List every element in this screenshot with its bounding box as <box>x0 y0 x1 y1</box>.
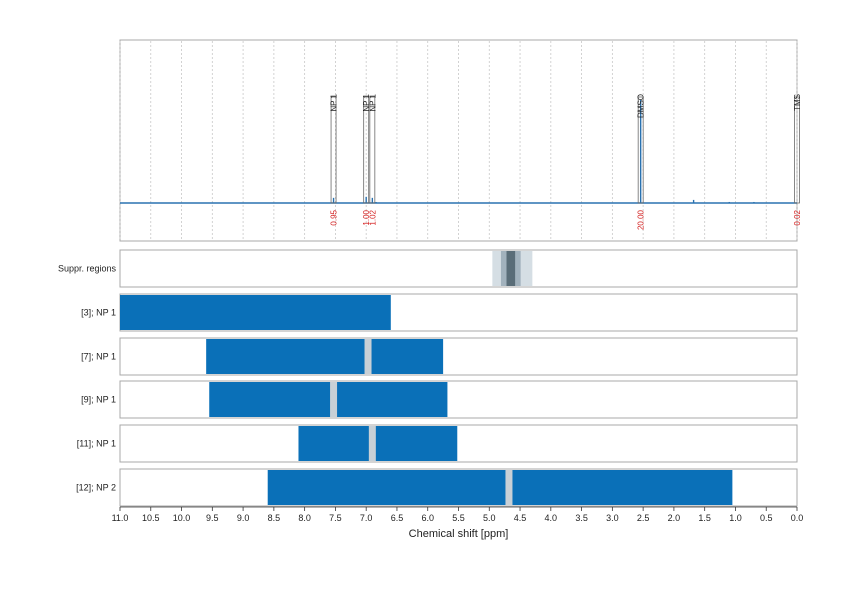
peak-marker-box <box>363 96 370 204</box>
x-tick-label: 0.5 <box>760 513 773 523</box>
x-tick-label: 11.0 <box>112 513 129 523</box>
peak-marker-box <box>369 96 376 204</box>
region-bar <box>120 295 391 330</box>
x-tick-label: 8.0 <box>298 513 311 523</box>
spectrum-panel: NP 1 0.95 NP 1 1.00 NP 1 1.02 DMSO 20.00 TMS 0.02 <box>119 39 802 242</box>
x-tick-label: 4.5 <box>514 513 527 523</box>
x-axis-label: Chemical shift [ppm] <box>409 528 509 540</box>
peak-label: DMSO <box>637 94 646 118</box>
x-tick-label: 7.0 <box>360 513 373 523</box>
x-axis: 11.0 10.5 10.0 9.5 9.0 8.5 8.0 7.5 7.0 6.5 6.0 5.5 5… <box>112 506 804 540</box>
x-tick-label: 3.0 <box>606 513 619 523</box>
x-tick-label: 5.0 <box>483 513 496 523</box>
region-bar <box>209 382 448 417</box>
integral-label: 0.02 <box>793 209 802 225</box>
x-tick-label: 5.5 <box>452 513 465 523</box>
peak-marker-box <box>330 96 337 204</box>
suppression-row-label: Suppr. regions <box>58 264 117 274</box>
peak-marker-box <box>794 96 800 204</box>
x-tick-label: 7.5 <box>329 513 342 523</box>
x-tick-label: 9.0 <box>237 513 250 523</box>
region-row-label: [7]; NP 1 <box>81 352 116 362</box>
integral-label: 1.02 <box>368 209 377 225</box>
region-gap <box>505 470 513 505</box>
region-row-label: [12]; NP 2 <box>76 483 116 493</box>
peak-label: NP 1 <box>330 93 339 111</box>
x-tick-label: 2.5 <box>637 513 650 523</box>
x-tick-label: 10.0 <box>173 513 191 523</box>
x-tick-label: 3.5 <box>575 513 588 523</box>
x-tick-label: 8.5 <box>268 513 281 523</box>
region-gap <box>330 382 338 417</box>
x-tick-label: 1.0 <box>729 513 742 523</box>
region-row-label: [11]; NP 1 <box>77 439 116 449</box>
suppression-row-frame <box>119 249 798 288</box>
peak-label: NP 1 <box>368 93 377 111</box>
suppression-inner-band <box>506 251 516 286</box>
region-row-label: [3]; NP 1 <box>81 308 116 318</box>
region-bar <box>298 426 458 461</box>
integral-label: 20.00 <box>637 209 646 230</box>
region-bar <box>267 470 733 505</box>
x-tick-label: 6.5 <box>391 513 404 523</box>
x-tick-label: 6.0 <box>421 513 434 523</box>
peak-label: NP 1 <box>362 93 371 111</box>
peak-marker-box <box>637 96 644 204</box>
x-tick-label: 2.0 <box>668 513 681 523</box>
x-tick-label: 9.5 <box>206 513 219 523</box>
region-row-frame <box>119 424 798 463</box>
integral-label: 1.00 <box>362 209 371 225</box>
integral-label: 0.95 <box>330 209 339 225</box>
x-tick-label: 4.0 <box>545 513 558 523</box>
region-bar <box>206 339 444 374</box>
peak-label: TMS <box>793 94 802 111</box>
region-rows-panel: Suppr. regions [3]; NP 1 [7]; NP 1 [9]; NP … <box>58 249 798 507</box>
region-row-label: [9]; NP 1 <box>81 395 116 405</box>
x-tick-label: 0.0 <box>791 513 804 523</box>
x-tick-label: 10.5 <box>142 513 160 523</box>
x-tick-label: 1.5 <box>698 513 711 523</box>
region-gap <box>368 426 376 461</box>
region-gap <box>364 339 372 374</box>
